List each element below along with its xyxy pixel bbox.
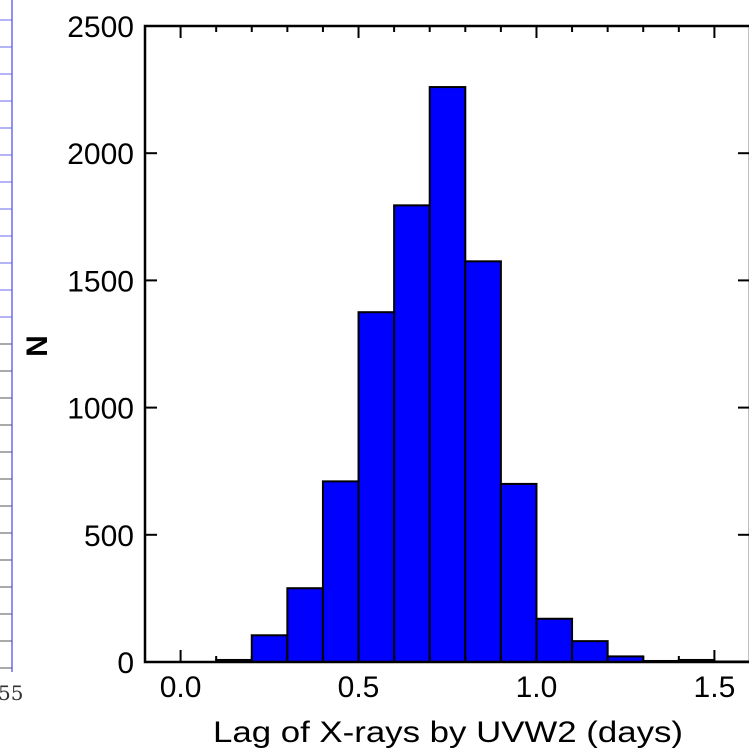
y-tick-label: 1000 [67, 393, 134, 426]
histogram-bar-4 [323, 481, 359, 662]
histogram-bar-5 [359, 312, 395, 662]
y-tick-label: 0 [117, 647, 134, 680]
histogram-bar-6 [394, 205, 430, 662]
neighbor-panel-tick-label: 55 [0, 681, 23, 705]
histogram-bar-11 [572, 641, 608, 662]
histogram-bar-2 [252, 635, 288, 662]
plot-area: 0.0 0.5 1.0 1.5 0 500 1000 1500 2000 2500 [67, 11, 749, 704]
x-tick-label: 0.0 [160, 671, 202, 704]
x-tick-label: 1.0 [516, 671, 558, 704]
histogram-bar-9 [501, 484, 537, 662]
y-tick-labels: 0 500 1000 1500 2000 2500 [67, 11, 134, 680]
y-tick-label: 2500 [67, 11, 134, 44]
y-tick-label: 2000 [67, 138, 134, 171]
histogram-bar-10 [536, 619, 572, 662]
neighbor-panel-ticks [0, 20, 12, 668]
bars-group [216, 87, 749, 662]
x-axis-label: Lag of X-rays by UVW2 (days) [213, 716, 683, 749]
histogram-bar-7 [430, 87, 466, 662]
x-tick-labels: 0.0 0.5 1.0 1.5 [160, 671, 736, 704]
y-axis-label: N [21, 335, 54, 357]
histogram-bar-8 [465, 261, 501, 662]
histogram-bar-3 [287, 588, 323, 662]
x-tick-label: 0.5 [338, 671, 380, 704]
y-tick-label: 1500 [67, 265, 134, 298]
x-tick-label: 1.5 [694, 671, 736, 704]
y-tick-label: 500 [84, 520, 134, 553]
neighbor-panel-fragment: 55 [0, 0, 23, 705]
